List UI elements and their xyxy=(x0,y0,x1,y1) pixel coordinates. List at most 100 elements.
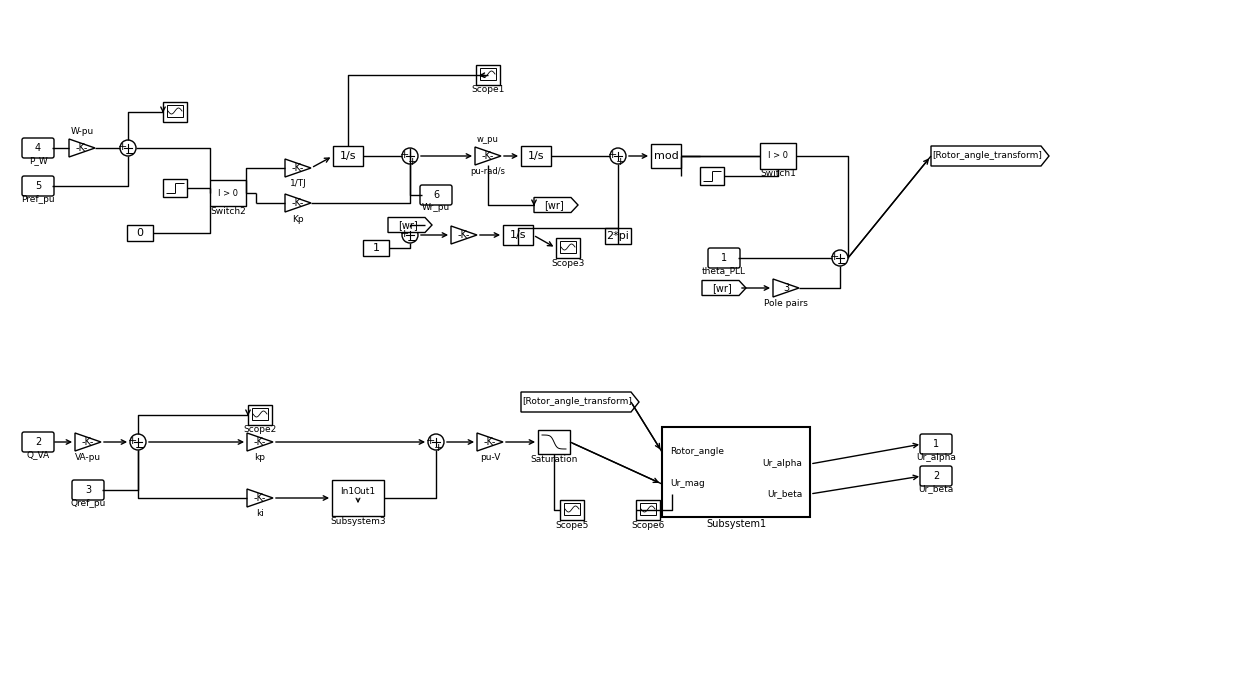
Bar xyxy=(701,167,724,185)
Text: Ur_mag: Ur_mag xyxy=(670,479,704,489)
Text: Scope3: Scope3 xyxy=(552,258,585,268)
Bar xyxy=(560,500,584,520)
Polygon shape xyxy=(285,194,311,212)
Polygon shape xyxy=(521,392,639,412)
Bar xyxy=(521,146,551,166)
Bar xyxy=(640,503,656,515)
Text: Q_VA: Q_VA xyxy=(26,450,50,460)
Bar xyxy=(538,430,570,454)
Text: 1: 1 xyxy=(372,243,379,253)
Bar xyxy=(167,105,184,117)
Text: −: − xyxy=(125,147,135,160)
Polygon shape xyxy=(74,433,100,451)
Text: I > 0: I > 0 xyxy=(768,151,787,160)
Text: Scope6: Scope6 xyxy=(631,521,665,529)
Text: +: + xyxy=(615,157,625,167)
Polygon shape xyxy=(773,279,799,297)
Text: −: − xyxy=(837,258,847,270)
Text: 2*pi: 2*pi xyxy=(606,231,630,241)
Polygon shape xyxy=(69,139,95,157)
Polygon shape xyxy=(247,433,273,451)
Bar xyxy=(332,480,384,516)
Bar xyxy=(636,500,660,520)
Text: [Rotor_angle_transform]: [Rotor_angle_transform] xyxy=(932,151,1042,160)
Text: Kp: Kp xyxy=(293,214,304,224)
Bar xyxy=(480,68,496,80)
Text: Saturation: Saturation xyxy=(531,454,578,464)
Text: VA-pu: VA-pu xyxy=(74,454,102,462)
Text: -K-: -K- xyxy=(482,151,495,161)
Bar xyxy=(252,408,268,420)
Circle shape xyxy=(402,148,418,164)
Bar xyxy=(560,241,577,253)
Text: ki: ki xyxy=(257,510,264,518)
Text: -K-: -K- xyxy=(82,437,94,447)
Text: P_W: P_W xyxy=(29,157,47,166)
Bar xyxy=(476,65,500,85)
Text: In1: In1 xyxy=(340,487,355,496)
Text: 2: 2 xyxy=(35,437,41,447)
Text: Subsystem3: Subsystem3 xyxy=(330,518,386,527)
Text: +: + xyxy=(608,150,616,160)
Polygon shape xyxy=(247,489,273,507)
Text: 1/s: 1/s xyxy=(510,230,526,240)
Text: -K-: -K- xyxy=(76,143,88,153)
Text: Scope1: Scope1 xyxy=(471,85,505,95)
Bar xyxy=(760,143,796,169)
Text: -K-: -K- xyxy=(254,437,267,447)
Text: +: + xyxy=(425,436,435,446)
Text: +: + xyxy=(399,150,409,160)
Text: pu-rad/s: pu-rad/s xyxy=(470,168,506,176)
Text: +: + xyxy=(399,229,409,239)
Circle shape xyxy=(428,434,444,450)
Text: +: + xyxy=(118,142,126,152)
Text: +: + xyxy=(407,157,417,167)
Text: Subsystem1: Subsystem1 xyxy=(706,519,766,529)
Circle shape xyxy=(402,227,418,243)
Text: 1: 1 xyxy=(932,439,939,449)
Polygon shape xyxy=(451,226,477,244)
Text: theta_PLL: theta_PLL xyxy=(702,266,746,276)
FancyBboxPatch shape xyxy=(22,432,55,452)
Text: Scope2: Scope2 xyxy=(243,425,277,435)
Text: Wr_pu: Wr_pu xyxy=(422,203,450,212)
Text: Switch1: Switch1 xyxy=(760,170,796,178)
Polygon shape xyxy=(475,147,501,165)
Text: 1/s: 1/s xyxy=(340,151,356,161)
Text: W-pu: W-pu xyxy=(71,128,94,137)
Text: kp: kp xyxy=(254,454,265,462)
Polygon shape xyxy=(477,433,503,451)
Text: [wr]: [wr] xyxy=(544,200,564,210)
Bar xyxy=(651,144,681,168)
Text: +: + xyxy=(128,436,136,446)
Circle shape xyxy=(120,140,136,156)
Text: 1/TJ: 1/TJ xyxy=(290,180,306,189)
FancyBboxPatch shape xyxy=(708,248,740,268)
Bar xyxy=(363,240,389,256)
Text: -K-: -K- xyxy=(254,493,267,503)
Text: Scope5: Scope5 xyxy=(556,521,589,529)
Text: Pref_pu: Pref_pu xyxy=(21,195,55,203)
Text: +: + xyxy=(433,443,443,453)
Circle shape xyxy=(130,434,146,450)
Circle shape xyxy=(610,148,626,164)
Text: −: − xyxy=(135,441,145,454)
Bar xyxy=(662,427,810,517)
Text: 6: 6 xyxy=(433,190,439,200)
Bar xyxy=(503,225,533,245)
Text: mod: mod xyxy=(653,151,678,161)
Bar xyxy=(248,405,272,425)
Text: +: + xyxy=(830,252,838,262)
FancyBboxPatch shape xyxy=(920,434,952,454)
Polygon shape xyxy=(534,197,578,212)
FancyBboxPatch shape xyxy=(920,466,952,486)
FancyBboxPatch shape xyxy=(22,138,55,158)
Text: -K-: -K- xyxy=(484,437,496,447)
Polygon shape xyxy=(388,218,432,233)
Bar xyxy=(210,180,246,206)
FancyBboxPatch shape xyxy=(420,185,453,205)
Text: 5: 5 xyxy=(35,181,41,191)
FancyBboxPatch shape xyxy=(22,176,55,196)
Text: 0: 0 xyxy=(136,228,144,238)
Polygon shape xyxy=(702,281,746,295)
